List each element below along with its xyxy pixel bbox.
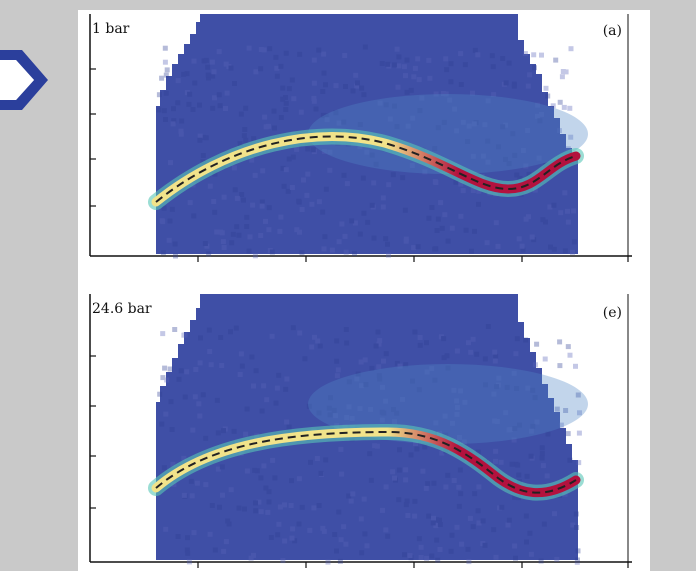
figure-sheet: 1 bar (a) 24.6 bar (e) [78, 10, 650, 571]
spectrum-plot-a [89, 14, 632, 262]
panel-tag: (a) [602, 23, 622, 39]
pressure-label: 24.6 bar [92, 301, 152, 317]
chevron-right-icon[interactable] [0, 40, 60, 120]
figure-panel-e: 24.6 bar (e) [88, 294, 632, 570]
pressure-label: 1 bar [92, 21, 130, 37]
diffuse-glow [308, 364, 588, 444]
fit-dashed-line [155, 135, 577, 203]
panel-tag: (e) [602, 305, 622, 321]
intensity-noise [157, 324, 582, 565]
spectrum-plot-e [89, 294, 632, 568]
intensity-noise [156, 44, 577, 259]
fit-dashed-line [155, 430, 577, 494]
right-margin [650, 0, 696, 571]
diffuse-glow [308, 94, 588, 174]
figure-panel-a: 1 bar (a) [88, 14, 632, 264]
